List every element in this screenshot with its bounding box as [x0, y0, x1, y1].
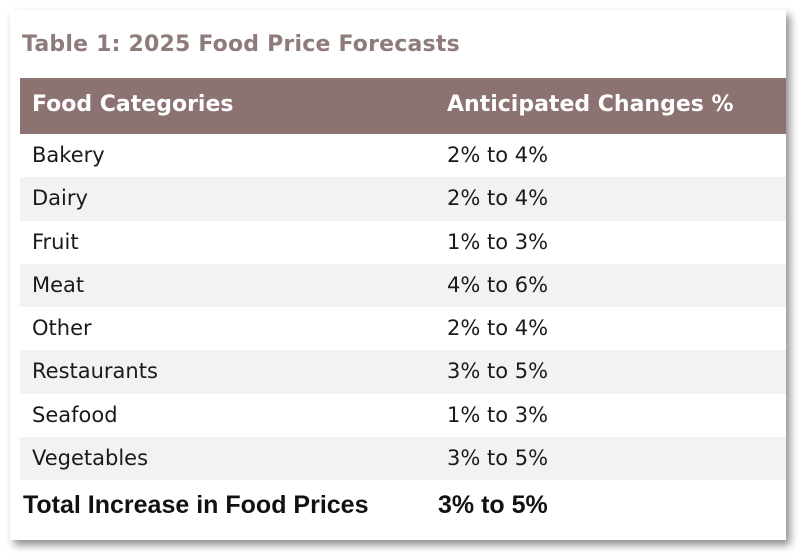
category-cell: Vegetables: [32, 445, 149, 470]
table-header: Food Categories Anticipated Changes %: [20, 78, 786, 134]
total-label: Total Increase in Food Prices: [23, 491, 369, 519]
category-cell: Bakery: [32, 143, 105, 167]
category-cell: Dairy: [32, 186, 88, 211]
change-cell: 3% to 5%: [447, 445, 549, 470]
table-row: Meat 4% to 6%: [20, 263, 786, 307]
table-row: Restaurants 3% to 5%: [20, 350, 786, 394]
table-card: Table 1: 2025 Food Price Forecasts Food …: [10, 10, 786, 540]
change-cell: 1% to 3%: [447, 229, 549, 254]
table-row: Bakery 2% to 4%: [20, 134, 786, 177]
total-value: 3% to 5%: [438, 491, 548, 519]
change-cell: 2% to 4%: [447, 316, 549, 340]
category-cell: Restaurants: [32, 359, 158, 384]
category-cell: Fruit: [32, 229, 79, 254]
category-cell: Other: [32, 316, 92, 340]
change-cell: 1% to 3%: [447, 402, 549, 427]
header-anticipated-changes: Anticipated Changes %: [447, 92, 734, 117]
change-cell: 2% to 4%: [447, 143, 549, 167]
change-cell: 3% to 5%: [447, 359, 549, 384]
table-row: Seafood 1% to 3%: [20, 394, 786, 437]
table-row: Other 2% to 4%: [20, 307, 786, 350]
category-cell: Seafood: [32, 402, 118, 427]
change-cell: 2% to 4%: [447, 186, 549, 211]
table-row: Vegetables 3% to 5%: [20, 436, 786, 480]
header-food-categories: Food Categories: [32, 92, 234, 117]
table-row: Fruit 1% to 3%: [20, 221, 786, 264]
change-cell: 4% to 6%: [447, 272, 549, 297]
table-row: Dairy 2% to 4%: [20, 177, 786, 221]
table-body: Bakery 2% to 4% Dairy 2% to 4% Fruit 1% …: [20, 134, 786, 480]
category-cell: Meat: [32, 272, 85, 297]
table-title: Table 1: 2025 Food Price Forecasts: [22, 32, 460, 57]
